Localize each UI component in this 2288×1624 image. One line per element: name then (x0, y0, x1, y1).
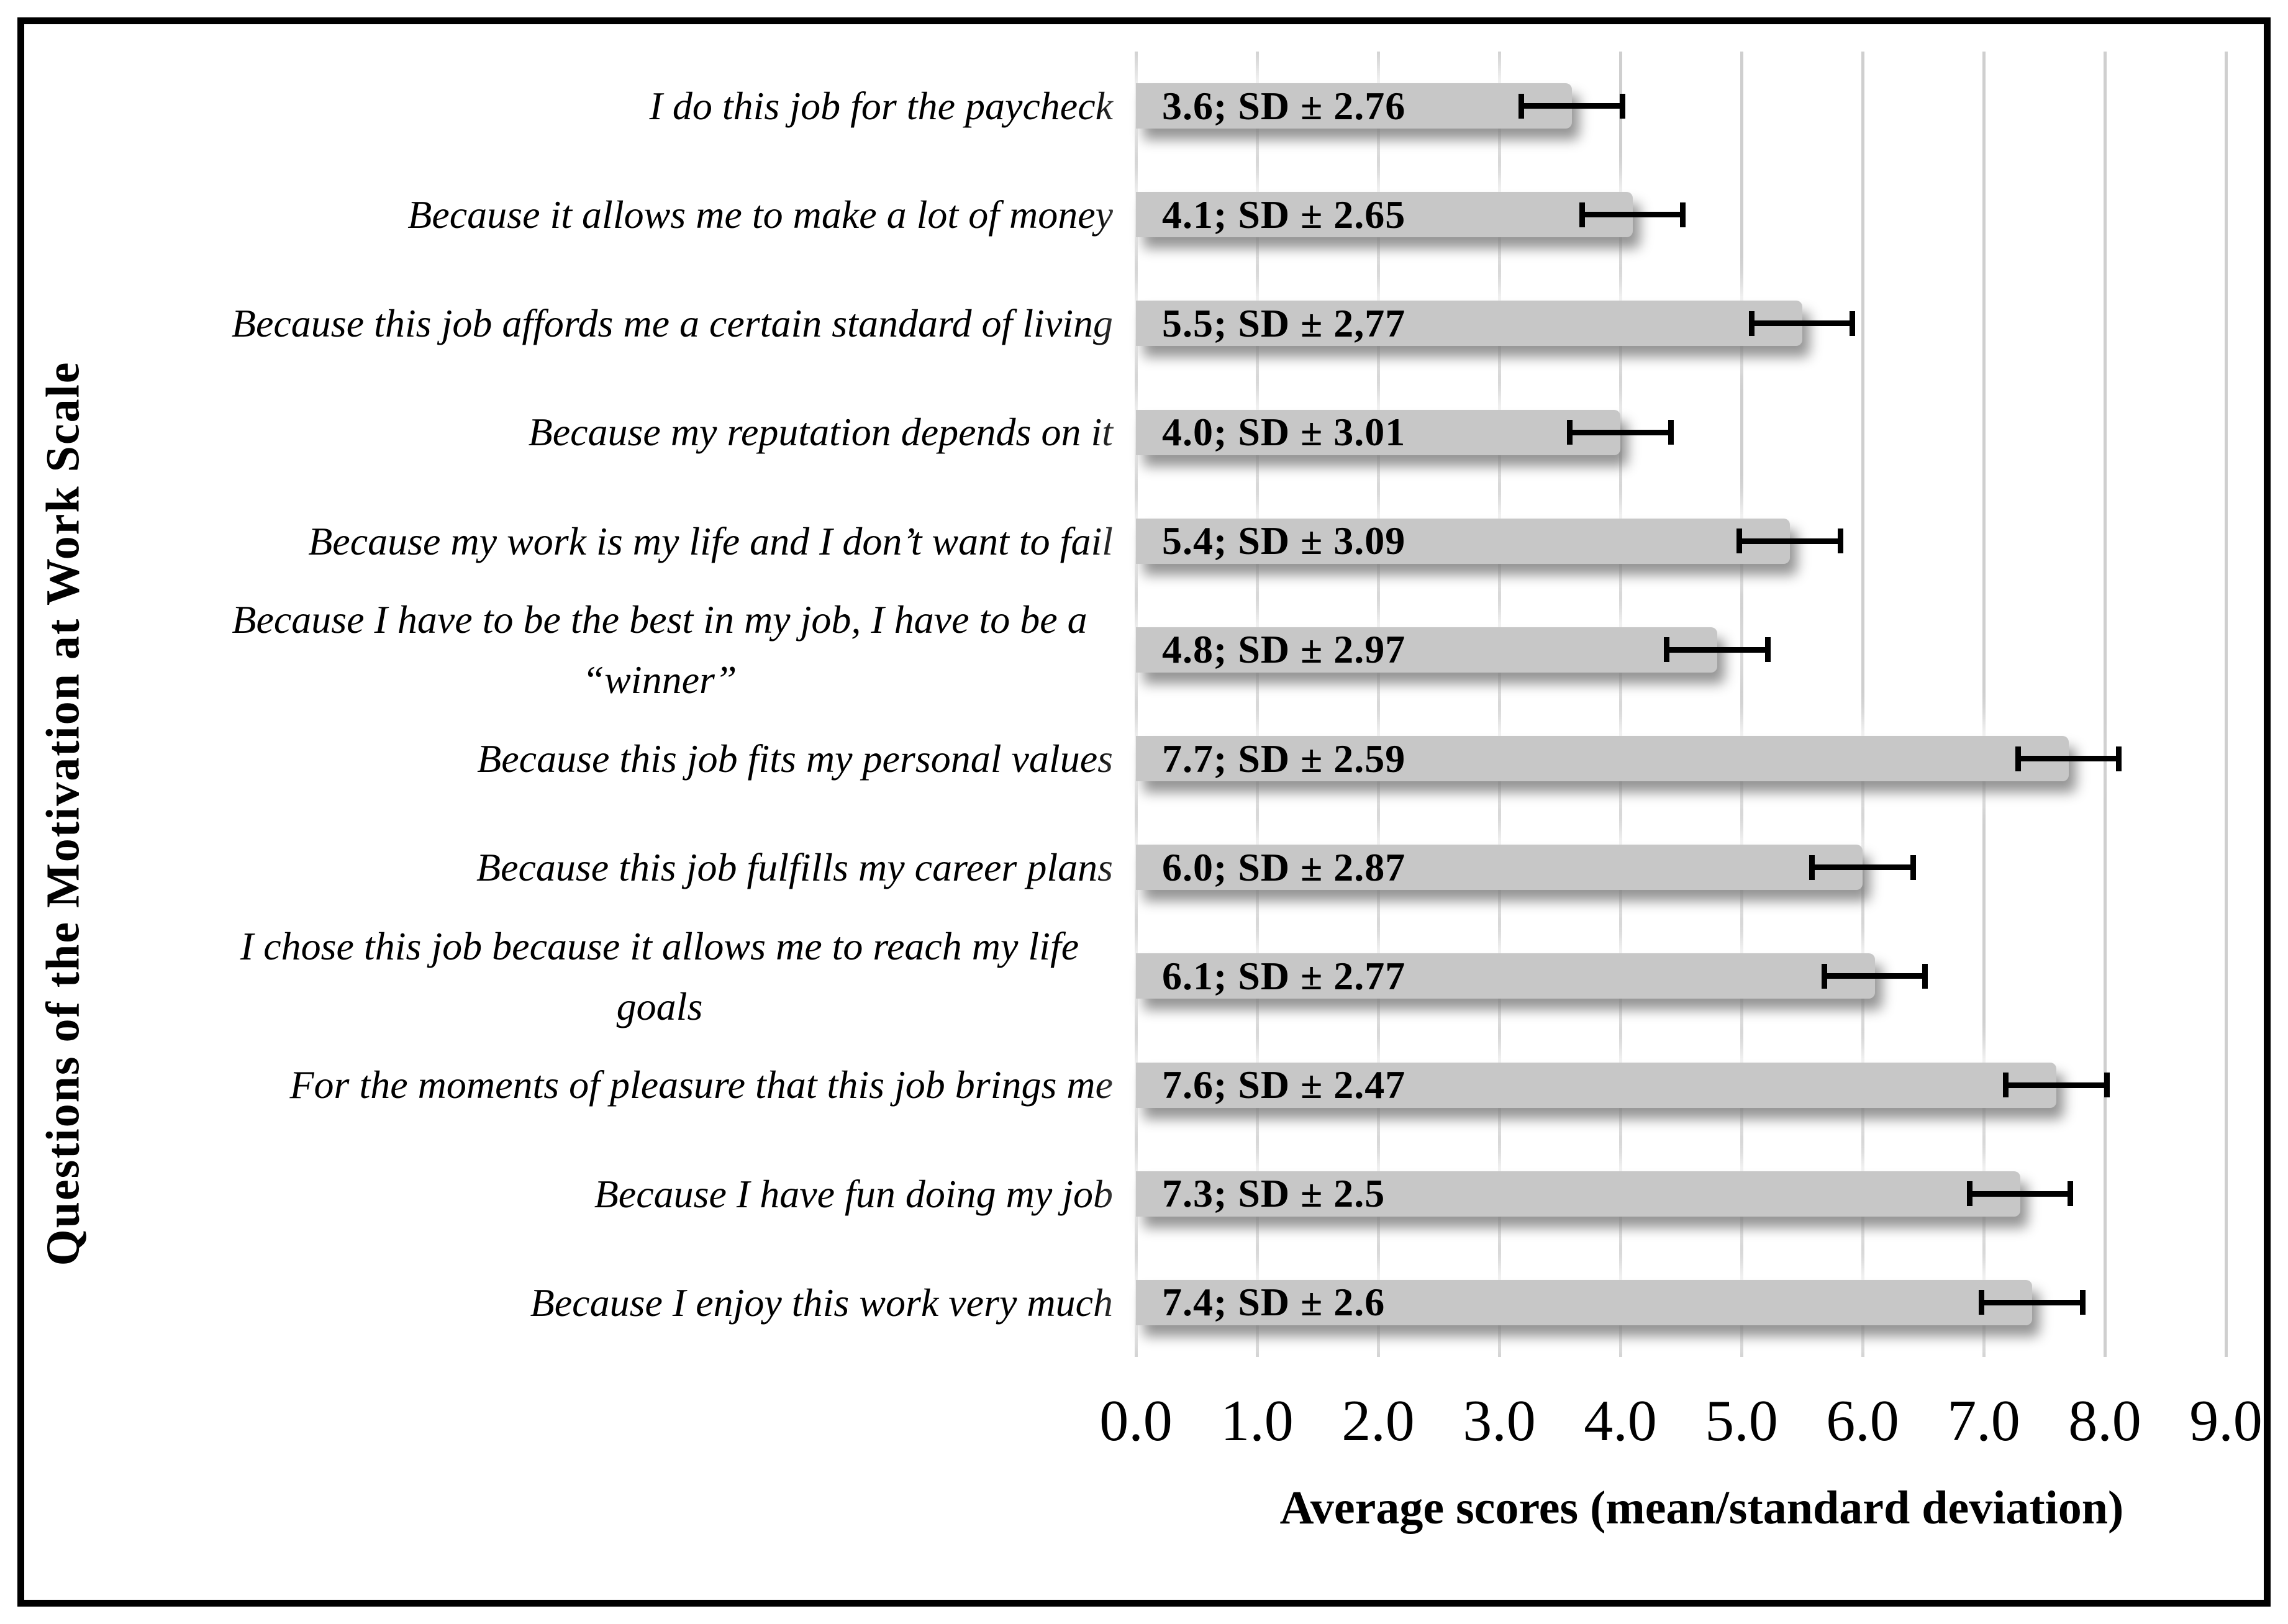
error-bar (2015, 746, 2122, 771)
error-bar (1748, 311, 1856, 336)
gridline-x-6.0 (1861, 52, 1864, 1357)
bar: 6.1; SD ± 2.77 (1136, 953, 1875, 999)
category-label: I chose this job because it allows me to… (240, 923, 1079, 1028)
bar-value-label: 7.7; SD ± 2.59 (1162, 736, 1406, 781)
category-label: Because I enjoy this work very much (530, 1280, 1113, 1325)
y-axis-title: Questions of the Motivation at Work Scal… (37, 361, 89, 1266)
x-tick-label: 7.0 (1947, 1389, 2020, 1453)
bar: 7.6; SD ± 2.47 (1136, 1062, 2056, 1108)
bar-value-label: 4.0; SD ± 3.01 (1162, 410, 1406, 455)
error-bar (1736, 528, 1843, 554)
gridline-x-4.0 (1618, 52, 1622, 1357)
x-tick-label: 0.0 (1099, 1389, 1173, 1453)
category-label: Because this job fulfills my career plan… (476, 845, 1113, 890)
category-label: Because I have to be the best in my job,… (232, 597, 1087, 702)
bar: 7.7; SD ± 2.59 (1136, 736, 2069, 782)
gridline-x-2.0 (1376, 52, 1380, 1357)
gridline-x-8.0 (2103, 52, 2107, 1357)
error-bar-line (1579, 212, 1686, 218)
x-axis-title: Average scores (mean/standard deviation) (1279, 1482, 2124, 1534)
error-bar-line (1567, 429, 1674, 435)
error-bar (1966, 1181, 2074, 1207)
error-bar (1821, 963, 1928, 989)
category-label: I do this job for the paycheck (649, 83, 1113, 128)
error-bar-line (1966, 1191, 2074, 1197)
bar: 4.0; SD ± 3.01 (1136, 409, 1620, 455)
category-label: Because it allows me to make a lot of mo… (407, 193, 1113, 237)
error-bar (1809, 855, 1916, 880)
error-bar (1519, 93, 1625, 119)
x-tick-label: 3.0 (1463, 1389, 1536, 1453)
error-bar-line (1979, 1299, 2086, 1305)
bar-value-label: 7.4; SD ± 2.6 (1162, 1280, 1386, 1325)
error-bar-line (1736, 538, 1843, 544)
gridline-x-1.0 (1255, 52, 1259, 1357)
error-bar (1579, 202, 1686, 227)
bar-value-label: 7.6; SD ± 2.47 (1162, 1063, 1406, 1107)
bar: 7.3; SD ± 2.5 (1136, 1171, 2020, 1217)
error-bar-line (1519, 103, 1625, 109)
bar: 5.5; SD ± 2,77 (1136, 301, 1802, 347)
bar: 4.1; SD ± 2.65 (1136, 192, 1633, 238)
chart-border-frame (17, 17, 2271, 1607)
bar-value-label: 6.0; SD ± 2.87 (1162, 845, 1406, 889)
error-bar (2003, 1073, 2110, 1098)
gridline-x-0.0 (1134, 52, 1138, 1357)
x-tick-label: 4.0 (1584, 1389, 1657, 1453)
bar: 6.0; SD ± 2.87 (1136, 845, 1863, 891)
x-tick-label: 2.0 (1341, 1389, 1415, 1453)
error-bar (1567, 420, 1674, 445)
x-tick-label: 9.0 (2189, 1389, 2263, 1453)
bar-value-label: 7.3; SD ± 2.5 (1162, 1171, 1386, 1216)
bar-value-label: 4.1; SD ± 2.65 (1162, 192, 1406, 237)
category-label: Because my reputation depends on it (528, 410, 1113, 455)
error-bar-line (2003, 1082, 2110, 1088)
gridline-x-5.0 (1740, 52, 1743, 1357)
x-tick-label: 8.0 (2068, 1389, 2141, 1453)
bar-value-label: 5.5; SD ± 2,77 (1162, 301, 1406, 345)
category-label: Because I have fun doing my job (594, 1171, 1113, 1216)
gridline-x-7.0 (1982, 52, 1986, 1357)
category-label: Because this job affords me a certain st… (231, 301, 1113, 346)
bar: 7.4; SD ± 2.6 (1136, 1279, 2032, 1325)
bar: 3.6; SD ± 2.76 (1136, 83, 1572, 129)
error-bar-line (1664, 646, 1771, 653)
category-label: For the moments of pleasure that this jo… (289, 1063, 1113, 1107)
x-tick-label: 6.0 (1826, 1389, 1899, 1453)
error-bar (1664, 637, 1771, 663)
error-bar-line (1821, 973, 1928, 979)
error-bar (1979, 1290, 2086, 1315)
bar-value-label: 4.8; SD ± 2.97 (1162, 627, 1406, 672)
x-tick-label: 5.0 (1705, 1389, 1778, 1453)
bar: 4.8; SD ± 2.97 (1136, 627, 1717, 673)
bar: 5.4; SD ± 3.09 (1136, 518, 1790, 564)
category-label: Because my work is my life and I don’t w… (308, 519, 1113, 563)
error-bar-line (1748, 320, 1856, 327)
bar-value-label: 5.4; SD ± 3.09 (1162, 519, 1406, 563)
x-tick-label: 1.0 (1220, 1389, 1294, 1453)
bar-value-label: 6.1; SD ± 2.77 (1162, 953, 1406, 998)
category-label: Because this job fits my personal values (477, 736, 1113, 781)
error-bar-line (2015, 756, 2122, 762)
gridline-x-3.0 (1497, 52, 1501, 1357)
error-bar-line (1809, 864, 1916, 871)
bar-value-label: 3.6; SD ± 2.76 (1162, 83, 1406, 128)
gridline-x-9.0 (2224, 52, 2228, 1357)
